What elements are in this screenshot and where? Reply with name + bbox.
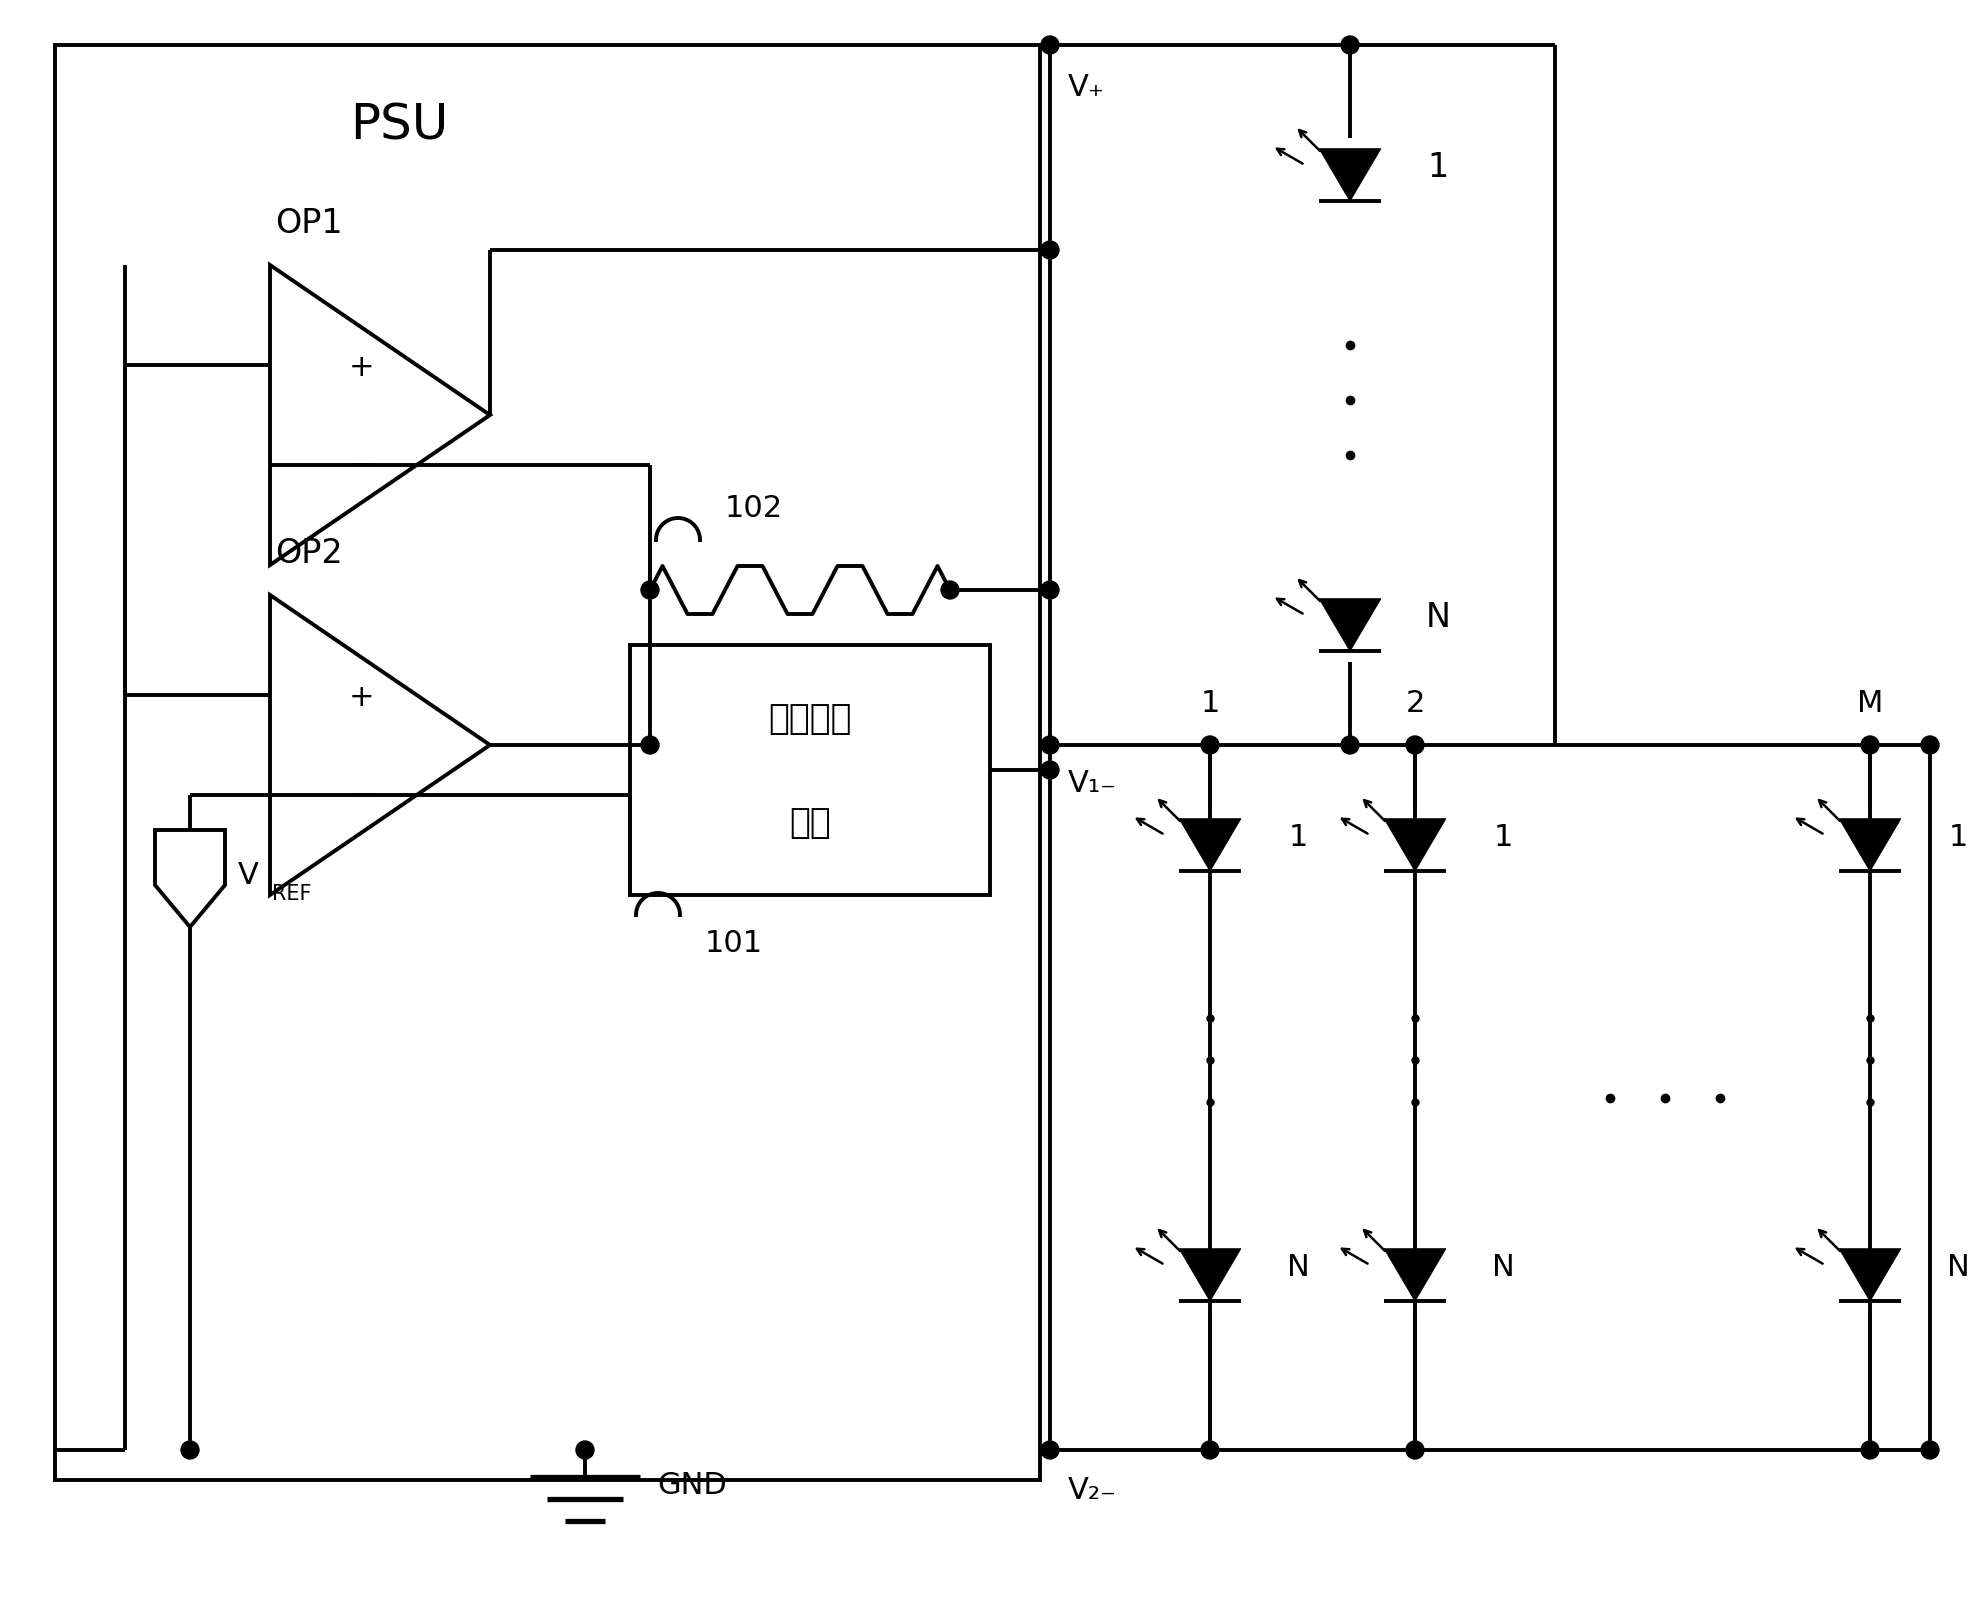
Polygon shape — [1840, 819, 1901, 872]
Polygon shape — [1319, 599, 1381, 652]
Circle shape — [942, 581, 959, 600]
Circle shape — [1040, 37, 1058, 55]
Text: GND: GND — [657, 1470, 726, 1499]
Text: 回路: 回路 — [789, 806, 831, 839]
Bar — [631, 645, 991, 896]
Text: −: − — [346, 778, 378, 812]
Text: 1: 1 — [1201, 689, 1220, 717]
Text: 2: 2 — [1404, 689, 1424, 717]
Circle shape — [182, 1441, 200, 1459]
Circle shape — [1040, 242, 1058, 260]
Text: N: N — [1491, 1254, 1515, 1282]
Text: +: + — [350, 684, 374, 713]
Circle shape — [641, 581, 659, 600]
Text: 电压控制: 电压控制 — [767, 701, 853, 735]
Text: 1: 1 — [1428, 151, 1448, 185]
Circle shape — [1040, 581, 1058, 600]
Text: 1: 1 — [1948, 823, 1968, 852]
Polygon shape — [1840, 1249, 1901, 1302]
Circle shape — [1406, 1441, 1424, 1459]
Text: 1: 1 — [1288, 823, 1307, 852]
Circle shape — [1341, 37, 1359, 55]
Polygon shape — [1385, 1249, 1446, 1302]
Text: 101: 101 — [704, 929, 764, 958]
Text: 102: 102 — [726, 494, 783, 523]
Circle shape — [1040, 737, 1058, 754]
Polygon shape — [1179, 819, 1240, 872]
Circle shape — [1861, 737, 1879, 754]
Circle shape — [1341, 737, 1359, 754]
Circle shape — [1201, 737, 1218, 754]
Text: V₂₋: V₂₋ — [1068, 1475, 1118, 1504]
Text: N: N — [1426, 602, 1450, 634]
Text: 1: 1 — [1493, 823, 1513, 852]
Text: N: N — [1946, 1254, 1970, 1282]
Circle shape — [1040, 761, 1058, 780]
Circle shape — [1406, 737, 1424, 754]
Text: +: + — [350, 353, 374, 382]
Text: M: M — [1857, 689, 1883, 717]
Polygon shape — [1179, 1249, 1240, 1302]
Circle shape — [641, 737, 659, 754]
Text: REF: REF — [273, 883, 311, 904]
Text: PSU: PSU — [350, 103, 449, 149]
Text: −: − — [346, 449, 378, 483]
Polygon shape — [1385, 819, 1446, 872]
Circle shape — [1040, 1441, 1058, 1459]
Text: V: V — [237, 860, 259, 889]
Text: V₁₋: V₁₋ — [1068, 769, 1118, 798]
Polygon shape — [1319, 149, 1381, 202]
Text: OP1: OP1 — [275, 207, 342, 241]
Text: V₊: V₊ — [1068, 74, 1106, 103]
Text: N: N — [1286, 1254, 1309, 1282]
Bar — [55, 47, 1040, 1480]
Circle shape — [576, 1441, 593, 1459]
Circle shape — [1921, 1441, 1938, 1459]
Circle shape — [1921, 737, 1938, 754]
Text: OP2: OP2 — [275, 538, 342, 570]
Circle shape — [1861, 1441, 1879, 1459]
Circle shape — [1201, 1441, 1218, 1459]
